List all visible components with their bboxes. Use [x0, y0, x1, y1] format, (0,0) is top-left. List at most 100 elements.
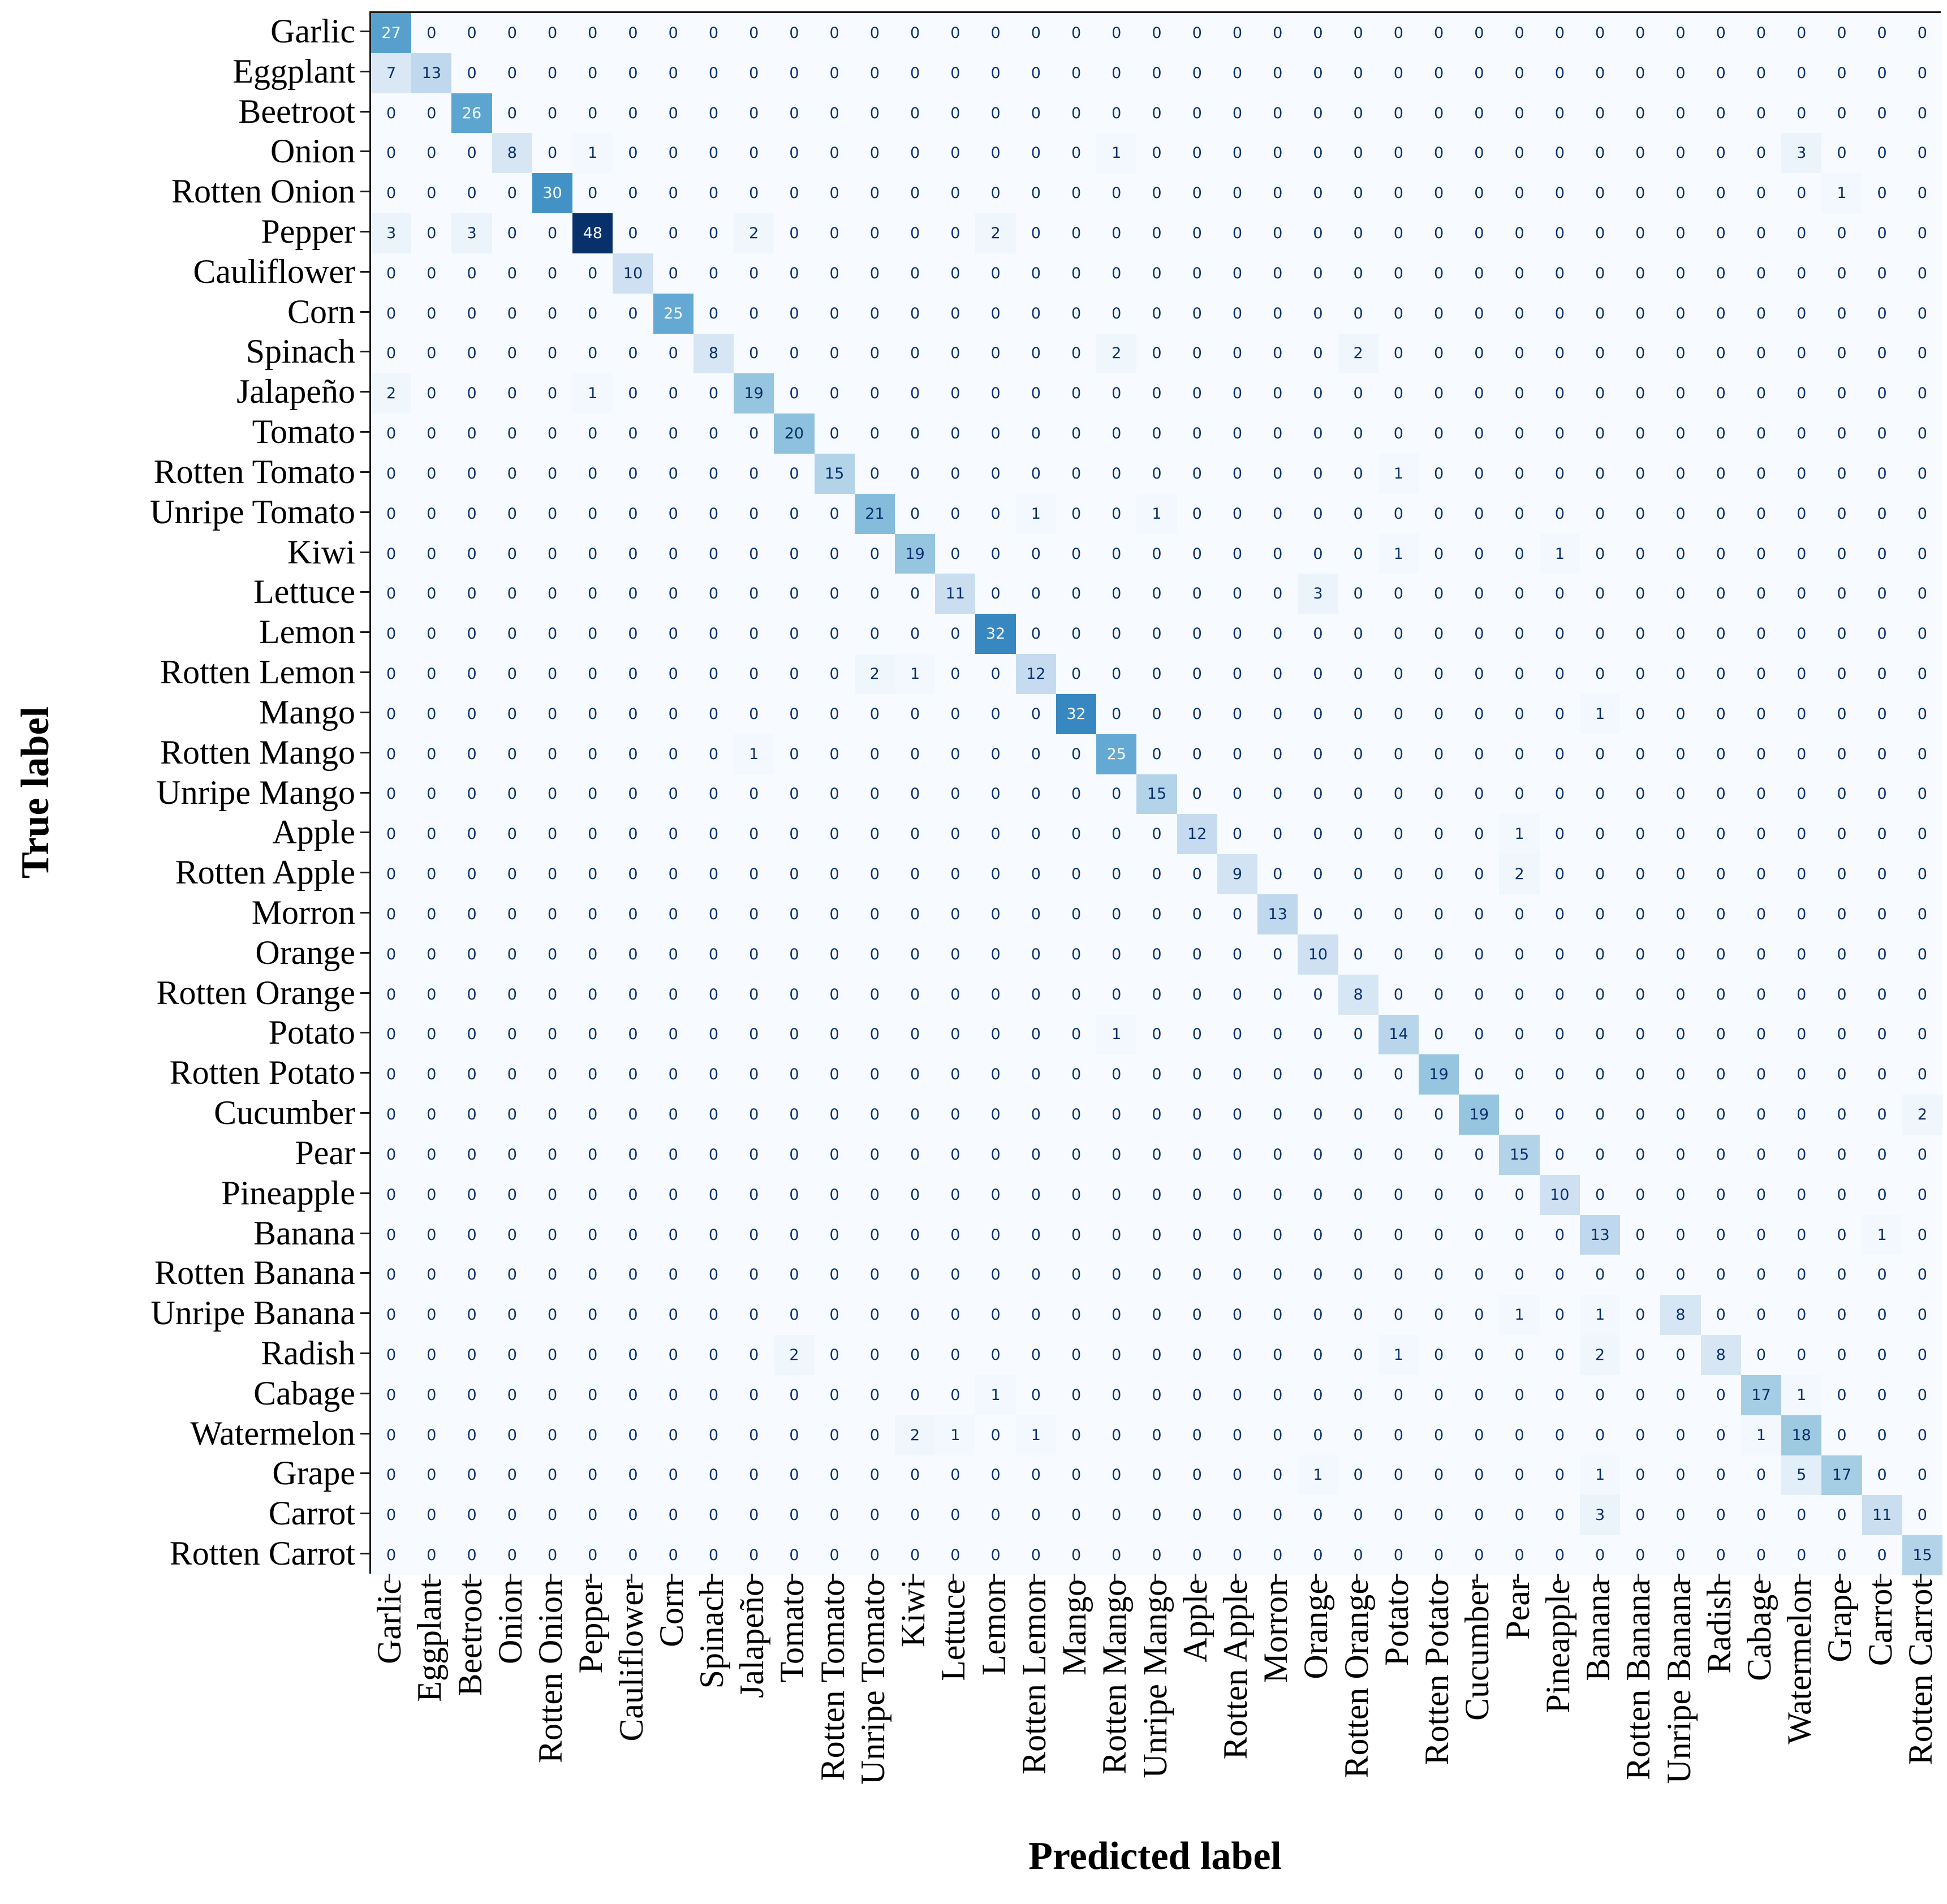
matrix-cell: 2	[1096, 333, 1137, 374]
matrix-cell: 0	[411, 1174, 452, 1215]
matrix-cell: 0	[411, 493, 452, 534]
matrix-cell: 0	[734, 814, 774, 855]
matrix-cell: 0	[1136, 654, 1177, 694]
matrix-cell: 0	[774, 293, 815, 334]
matrix-cell: 0	[572, 1335, 613, 1375]
matrix-cell: 0	[1015, 1134, 1056, 1175]
matrix-cell: 0	[1378, 734, 1419, 774]
matrix-cell: 0	[1419, 133, 1459, 174]
matrix-cell: 0	[1902, 333, 1942, 374]
matrix-cell: 0	[1579, 774, 1621, 815]
matrix-cell: 0	[1700, 253, 1741, 294]
matrix-cell: 0	[854, 934, 895, 975]
matrix-cell: 0	[492, 854, 532, 895]
matrix-cell: 0	[1459, 1495, 1500, 1536]
matrix-cell: 0	[653, 1455, 693, 1496]
matrix-cell: 0	[895, 213, 936, 253]
matrix-cell: 0	[371, 1375, 412, 1415]
matrix-cell: 0	[1257, 1174, 1298, 1215]
matrix-cell: 0	[1499, 774, 1540, 815]
matrix-cell: 0	[572, 614, 613, 654]
matrix-cell: 0	[1579, 173, 1621, 214]
matrix-cell: 0	[1096, 373, 1137, 414]
matrix-cell: 0	[1096, 574, 1137, 614]
matrix-cell: 0	[1096, 774, 1137, 815]
matrix-cell: 0	[734, 1095, 774, 1135]
matrix-cell: 0	[1257, 934, 1298, 975]
matrix-cell: 0	[411, 774, 452, 815]
matrix-cell: 0	[895, 1054, 936, 1095]
matrix-cell: 0	[492, 493, 532, 534]
matrix-cell: 0	[1620, 654, 1661, 694]
matrix-cell: 1	[975, 1375, 1016, 1415]
matrix-cell: 0	[371, 934, 412, 975]
matrix-cell: 1	[1579, 1455, 1621, 1496]
matrix-cell: 0	[1781, 1174, 1822, 1215]
matrix-cell: 0	[1338, 1054, 1379, 1095]
matrix-cell: 0	[1539, 654, 1580, 694]
matrix-cell: 0	[1177, 1455, 1217, 1496]
matrix-cell: 0	[935, 173, 976, 214]
x-tick-label: Rotten Lemon	[1015, 1579, 1053, 1774]
matrix-cell: 0	[854, 1054, 895, 1095]
matrix-cell: 0	[1257, 774, 1298, 815]
matrix-cell: 0	[1660, 1415, 1701, 1455]
matrix-cell: 0	[572, 533, 613, 574]
matrix-cell: 0	[1217, 1295, 1258, 1336]
matrix-cell: 0	[1096, 253, 1137, 294]
matrix-cell: 0	[1177, 1495, 1217, 1536]
matrix-cell: 0	[814, 614, 855, 654]
matrix-cell: 0	[774, 173, 815, 214]
matrix-cell: 0	[1741, 133, 1782, 174]
matrix-cell: 0	[1298, 493, 1338, 534]
y-tick-label: Pineapple	[221, 1174, 355, 1212]
matrix-cell: 0	[1660, 1134, 1701, 1175]
matrix-cell: 0	[1015, 934, 1056, 975]
matrix-cell: 0	[734, 1335, 774, 1375]
matrix-cell: 0	[371, 1535, 412, 1575]
matrix-cell: 0	[1579, 574, 1621, 614]
matrix-cell: 0	[975, 1455, 1016, 1496]
matrix-cell: 0	[895, 854, 936, 895]
matrix-cell: 0	[1096, 1134, 1137, 1175]
matrix-cell: 0	[1217, 413, 1258, 454]
matrix-cell: 0	[1821, 614, 1862, 654]
matrix-cell: 0	[854, 614, 895, 654]
matrix-cell: 0	[1741, 1214, 1782, 1255]
matrix-cell: 0	[1499, 454, 1540, 494]
matrix-cell: 0	[1539, 13, 1580, 53]
matrix-cell: 0	[1902, 13, 1942, 53]
matrix-cell: 0	[371, 654, 412, 694]
matrix-cell: 0	[1660, 974, 1701, 1015]
matrix-cell: 0	[1217, 734, 1258, 774]
matrix-cell: 0	[1136, 1014, 1177, 1055]
matrix-cell: 0	[1821, 333, 1862, 374]
matrix-cell: 0	[371, 293, 412, 334]
matrix-cell: 1	[1499, 814, 1540, 855]
matrix-cell: 0	[1660, 574, 1701, 614]
matrix-cell: 0	[1539, 1495, 1580, 1536]
matrix-cell: 0	[1217, 1335, 1258, 1375]
matrix-cell: 0	[1257, 93, 1298, 133]
matrix-cell: 0	[895, 454, 936, 494]
x-tick-mark	[630, 1574, 632, 1583]
matrix-cell: 0	[1338, 373, 1379, 414]
matrix-cell: 0	[1539, 1455, 1580, 1496]
matrix-cell: 0	[1378, 93, 1419, 133]
matrix-cell: 15	[1136, 774, 1177, 815]
matrix-cell: 0	[1096, 53, 1137, 93]
matrix-cell: 0	[1217, 574, 1258, 614]
matrix-cell: 0	[1862, 493, 1902, 534]
matrix-cell: 0	[1378, 1455, 1419, 1496]
matrix-cell: 0	[411, 1214, 452, 1255]
matrix-cell: 0	[1781, 814, 1822, 855]
matrix-cell: 0	[1338, 253, 1379, 294]
matrix-cell: 0	[1177, 1295, 1217, 1336]
matrix-cell: 0	[1539, 213, 1580, 253]
matrix-cell: 0	[371, 1495, 412, 1536]
matrix-cell: 0	[1298, 93, 1338, 133]
matrix-cell: 0	[693, 1054, 734, 1095]
y-tick-label: Tomato	[252, 413, 355, 451]
matrix-cell: 0	[1338, 293, 1379, 334]
matrix-cell: 25	[1096, 734, 1137, 774]
